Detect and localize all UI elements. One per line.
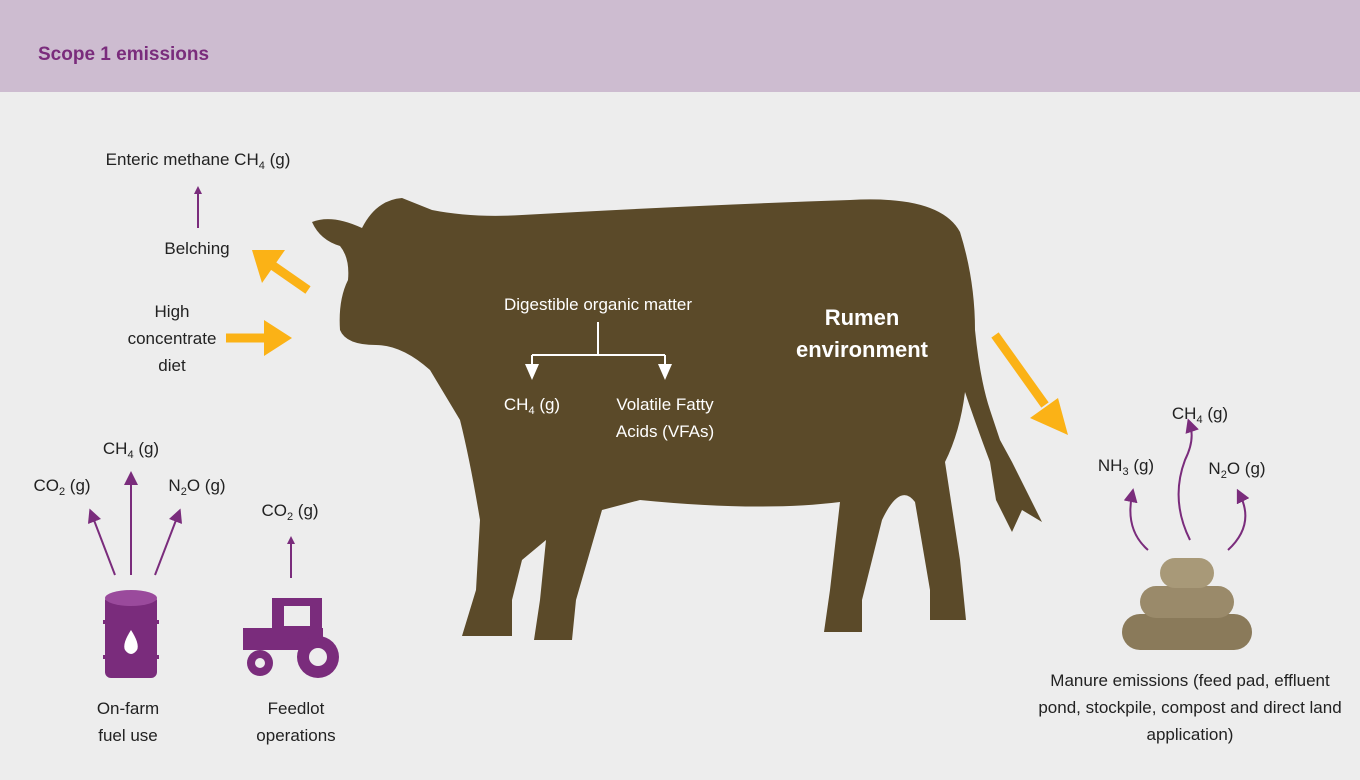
manure-nh3: NH3 (g)	[1098, 452, 1154, 479]
label-part: Enteric methane CH	[106, 150, 259, 169]
illustration	[0, 0, 1360, 780]
enteric-label: Enteric methane CH4 (g)	[106, 146, 291, 173]
rumen-ch4-label: CH4 (g)	[504, 391, 560, 418]
feedlot-co2: CO2 (g)	[261, 497, 318, 524]
label-part: (g)	[1129, 456, 1155, 475]
diagram: Scope 1 emissions	[0, 0, 1360, 780]
label-part: NH	[1098, 456, 1123, 475]
fuel-n2o: N2O (g)	[168, 472, 225, 499]
label-part: (g)	[1203, 404, 1229, 423]
label-part: O (g)	[187, 476, 226, 495]
vfa-label: Volatile Fatty Acids (VFAs)	[600, 391, 730, 445]
label-part: (g)	[293, 501, 319, 520]
rumen-title: Rumen environment	[782, 302, 942, 366]
manure-ch4: CH4 (g)	[1172, 400, 1228, 427]
label-part: (g)	[265, 150, 291, 169]
belching-label: Belching	[164, 235, 229, 262]
diet-label: High concentrate diet	[122, 298, 222, 379]
manure-label: Manure emissions (feed pad, effluent pon…	[1030, 667, 1350, 748]
label-part: CH	[504, 395, 529, 414]
digestible-label: Digestible organic matter	[504, 291, 692, 318]
label-part: CH	[103, 439, 128, 458]
label-part: CO	[33, 476, 59, 495]
label-part: (g)	[65, 476, 91, 495]
tractor-icon	[243, 598, 339, 678]
feedlot-label: Feedlot operations	[251, 695, 341, 749]
manure-n2o: N2O (g)	[1208, 455, 1265, 482]
fuel-label: On-farm fuel use	[83, 695, 173, 749]
label-part: N	[168, 476, 180, 495]
fuel-ch4: CH4 (g)	[103, 435, 159, 462]
fuel-drum-icon	[103, 590, 159, 678]
label-part: (g)	[535, 395, 561, 414]
label-part: O (g)	[1227, 459, 1266, 478]
label-part: CH	[1172, 404, 1197, 423]
label-part: CO	[261, 501, 287, 520]
manure-pile-icon	[1122, 558, 1252, 650]
label-part: N	[1208, 459, 1220, 478]
fuel-co2: CO2 (g)	[33, 472, 90, 499]
label-part: (g)	[134, 439, 160, 458]
